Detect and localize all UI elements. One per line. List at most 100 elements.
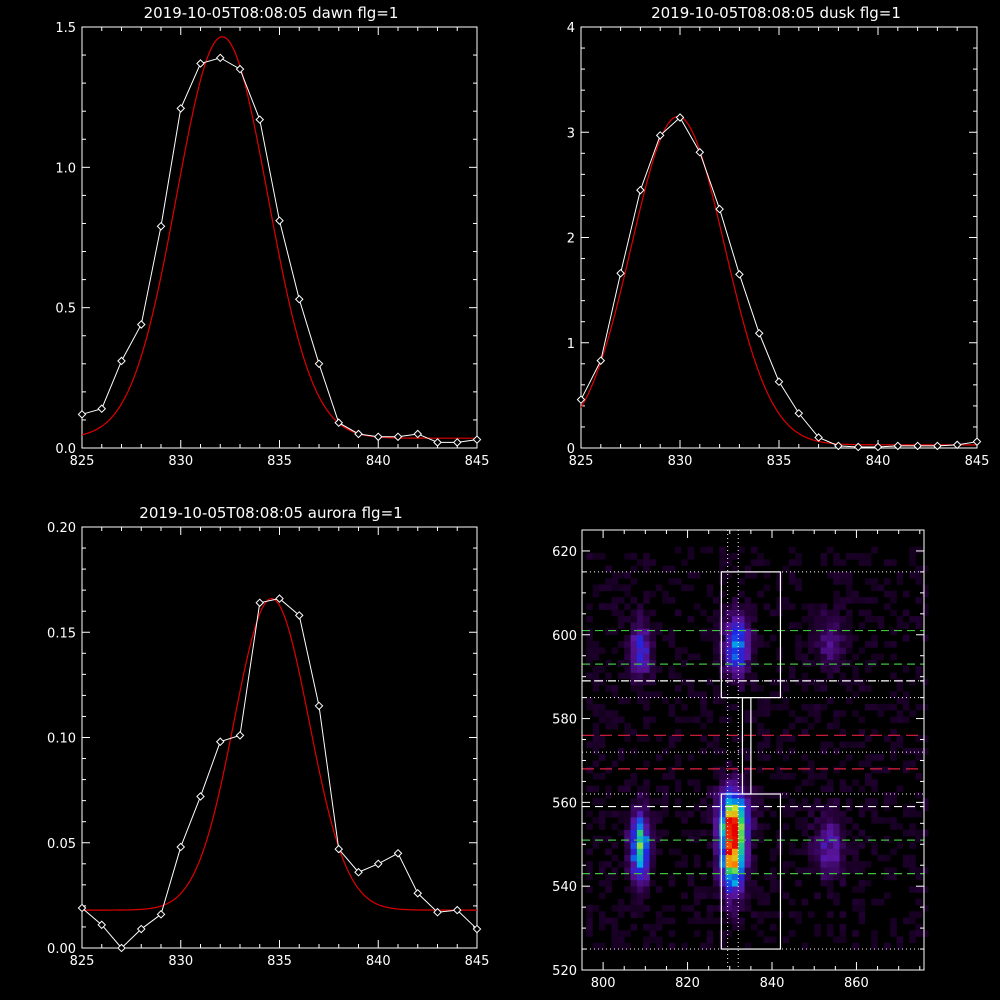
heatmap-cell [706, 678, 714, 686]
heatmap-cell [719, 666, 726, 673]
heatmap-cell [757, 823, 764, 830]
heatmap-cell [744, 716, 752, 724]
heatmap-cell [909, 546, 916, 554]
heatmap-cell [807, 804, 815, 812]
heatmap-cell [712, 735, 720, 742]
heatmap-cell [744, 597, 752, 604]
heatmap-cell [839, 861, 847, 868]
observed-point-dusk [675, 113, 685, 122]
heatmap-cell [845, 785, 853, 793]
heatmap-cell [744, 766, 752, 774]
heatmap-cell [712, 917, 720, 925]
heatmap-cell [750, 609, 758, 617]
heatmap-cell [896, 622, 904, 629]
heatmap-cell [655, 735, 663, 742]
heatmap-cell [902, 766, 910, 774]
heatmap-cell [852, 848, 859, 856]
heatmap-cell [719, 892, 726, 900]
heatmap-cell [731, 779, 739, 786]
heatmap-cell [826, 609, 834, 617]
heatmap-cell [744, 886, 752, 893]
heatmap-cell [630, 823, 638, 830]
heatmap-cell [801, 672, 809, 680]
heatmap-cell [630, 854, 638, 862]
heatmap-cell [592, 584, 600, 592]
heatmap-cell [712, 766, 720, 774]
heatmap-cell [700, 917, 707, 925]
heatmap-cell [852, 710, 859, 717]
heatmap-cell [617, 817, 625, 824]
heatmap-cell [788, 798, 796, 805]
heatmap-cell [757, 791, 764, 799]
heatmap-cell [605, 685, 612, 692]
heatmap-cell [624, 785, 631, 793]
heatmap-cell [896, 615, 904, 623]
heatmap-cell [630, 879, 638, 887]
heatmap-cell [744, 710, 752, 717]
heatmap-cell [630, 861, 638, 868]
heatmap-cell [833, 829, 840, 837]
heatmap-cell [643, 854, 650, 862]
heatmap-cell [801, 659, 809, 667]
heatmap-cell [839, 823, 847, 830]
heatmap-cell [655, 917, 663, 925]
heatmap-cell [769, 773, 777, 780]
heatmap-cell [738, 823, 745, 830]
heatmap-cell [833, 666, 840, 673]
heatmap-cell [814, 647, 821, 654]
observed-point-dawn [294, 294, 304, 304]
heatmap-cell [795, 647, 802, 654]
heatmap-cell [858, 622, 866, 629]
heatmap-cell [586, 703, 593, 711]
heatmap-cell [750, 867, 758, 874]
heatmap-cell [662, 829, 669, 837]
heatmap-cell [757, 710, 764, 717]
heatmap-cell [750, 810, 758, 818]
heatmap-cell [624, 779, 631, 786]
heatmap-cell [738, 735, 745, 742]
heatmap-cell [839, 559, 847, 566]
heatmap-cell [877, 854, 885, 862]
heatmap-cell [649, 678, 657, 686]
heatmap-cell [890, 873, 897, 881]
heatmap-cell [655, 942, 663, 950]
heatmap-cell [719, 653, 726, 661]
heatmap-cell [909, 810, 916, 818]
heatmap-cell [915, 886, 923, 893]
heatmap-cell [814, 653, 821, 661]
heatmap-cell [706, 615, 714, 623]
heatmap-cell [890, 823, 897, 830]
heatmap-cell [814, 854, 821, 862]
heatmap-cell [750, 785, 758, 793]
heatmap-cell [712, 892, 720, 900]
heatmap-cell [598, 666, 606, 673]
heatmap-cell [649, 716, 657, 724]
heatmap-cell [839, 848, 847, 856]
heatmap-cell [649, 609, 657, 617]
heatmap-cell [833, 641, 840, 648]
heatmap-cell [586, 553, 593, 560]
observed-point-aurora [334, 844, 344, 854]
heatmap-cell [833, 590, 840, 598]
heatmap-cell [674, 653, 682, 661]
heatmap-cell [902, 622, 910, 629]
heatmap-cell [852, 553, 859, 560]
heatmap-cell [795, 804, 802, 812]
heatmap-cell [858, 804, 866, 812]
heatmap-cell [643, 659, 650, 667]
observed-point-aurora [433, 907, 442, 917]
observed-point-dawn [472, 435, 482, 444]
heatmap-cell [820, 766, 828, 774]
heatmap-cell [693, 653, 701, 661]
heatmap-cell [776, 571, 783, 579]
heatmap-cell [763, 584, 771, 592]
x-tick-label: 840 [760, 976, 785, 991]
heatmap-cell [624, 930, 631, 937]
heatmap-cell [864, 773, 872, 780]
heatmap-cell [586, 615, 593, 623]
heatmap-cell [668, 873, 676, 881]
heatmap-cell [871, 546, 878, 554]
